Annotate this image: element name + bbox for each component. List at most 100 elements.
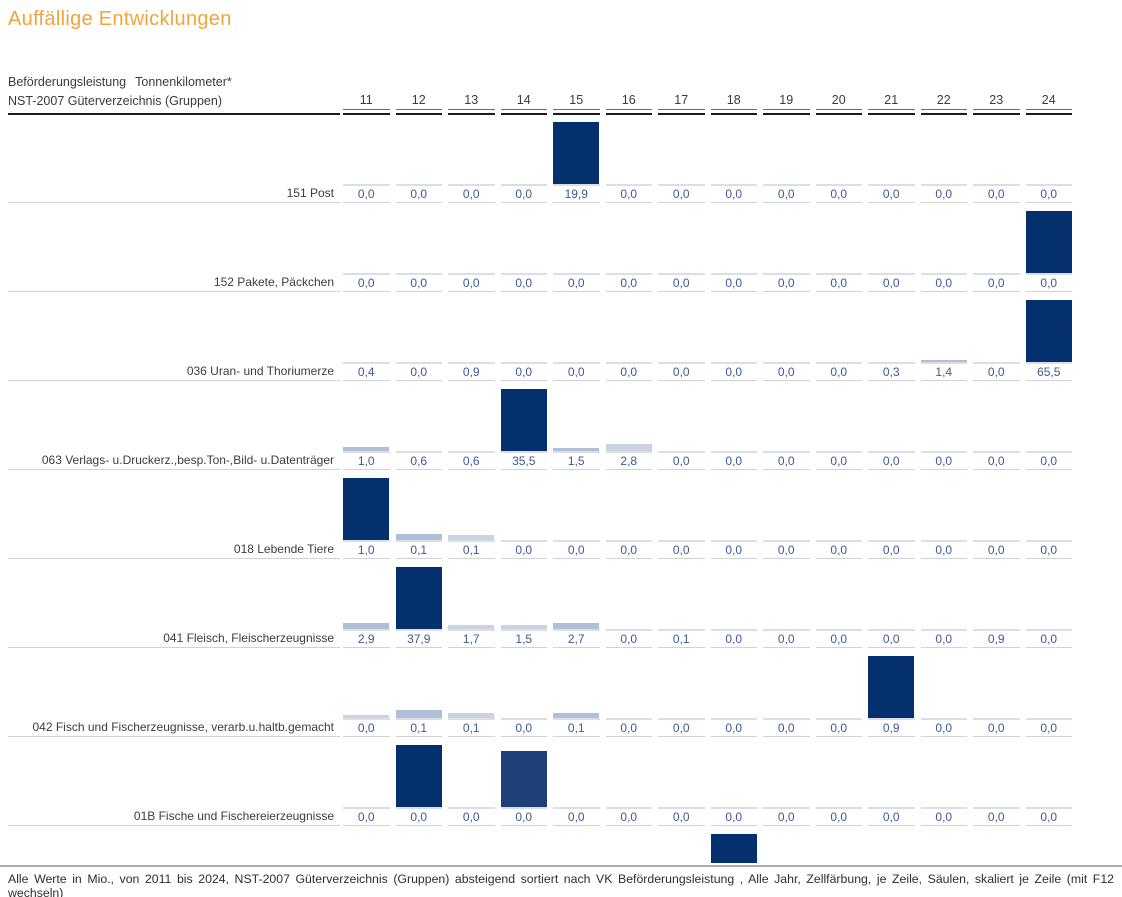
value-cell[interactable]: 0,4 — [340, 362, 393, 381]
value-cell[interactable]: 0,9 — [970, 629, 1023, 648]
value-cell[interactable]: 0,0 — [760, 184, 813, 203]
value-cell[interactable]: 0,0 — [918, 451, 971, 470]
value-cell[interactable]: 0,0 — [1023, 184, 1076, 203]
value-cell[interactable]: 0,1 — [550, 718, 603, 737]
value-cell[interactable]: 0,0 — [1023, 273, 1076, 292]
value-cell[interactable]: 0,0 — [603, 362, 656, 381]
year-column-header[interactable]: 16 — [603, 93, 656, 110]
value-cell[interactable]: 0,0 — [865, 540, 918, 559]
value-cell[interactable]: 0,0 — [603, 807, 656, 826]
value-cell[interactable]: 2,9 — [340, 629, 393, 648]
value-cell[interactable]: 0,0 — [603, 184, 656, 203]
value-cell[interactable]: 0,0 — [603, 540, 656, 559]
row-label[interactable]: 151 Post — [8, 184, 340, 203]
value-cell[interactable]: 1,7 — [445, 629, 498, 648]
year-column-header[interactable]: 19 — [760, 93, 813, 110]
value-cell[interactable]: 0,0 — [498, 540, 551, 559]
value-cell[interactable]: 0,0 — [498, 718, 551, 737]
value-cell[interactable]: 0,0 — [813, 273, 866, 292]
value-cell[interactable]: 0,0 — [550, 362, 603, 381]
value-cell[interactable]: 0,1 — [445, 718, 498, 737]
value-cell[interactable]: 0,0 — [550, 807, 603, 826]
value-cell[interactable]: 0,0 — [708, 273, 761, 292]
value-cell[interactable]: 0,1 — [393, 718, 446, 737]
value-cell[interactable]: 0,0 — [603, 629, 656, 648]
value-cell[interactable]: 0,0 — [603, 273, 656, 292]
value-cell[interactable]: 0,0 — [813, 362, 866, 381]
value-cell[interactable]: 0,0 — [865, 451, 918, 470]
value-cell[interactable]: 0,0 — [918, 540, 971, 559]
value-cell[interactable]: 0,0 — [498, 362, 551, 381]
value-cell[interactable]: 1,5 — [550, 451, 603, 470]
value-cell[interactable]: 0,6 — [445, 451, 498, 470]
value-cell[interactable]: 0,0 — [498, 184, 551, 203]
year-column-header[interactable]: 23 — [970, 93, 1023, 110]
value-cell[interactable]: 0,0 — [813, 718, 866, 737]
value-cell[interactable]: 0,0 — [340, 807, 393, 826]
value-cell[interactable]: 0,9 — [865, 718, 918, 737]
year-column-header[interactable]: 22 — [918, 93, 971, 110]
value-cell[interactable]: 0,0 — [393, 184, 446, 203]
year-column-header[interactable]: 24 — [1023, 93, 1076, 110]
year-column-header[interactable]: 15 — [550, 93, 603, 110]
value-cell[interactable]: 0,0 — [655, 718, 708, 737]
value-cell[interactable]: 0,0 — [445, 184, 498, 203]
value-cell[interactable]: 0,3 — [865, 362, 918, 381]
value-cell[interactable]: 0,0 — [918, 718, 971, 737]
value-cell[interactable]: 0,0 — [760, 629, 813, 648]
value-cell[interactable]: 0,0 — [970, 273, 1023, 292]
value-cell[interactable]: 35,5 — [498, 451, 551, 470]
row-label[interactable]: 063 Verlags- u.Druckerz.,besp.Ton-,Bild-… — [8, 451, 340, 470]
value-cell[interactable]: 0,0 — [708, 718, 761, 737]
value-cell[interactable]: 1,4 — [918, 362, 971, 381]
value-cell[interactable]: 0,0 — [970, 807, 1023, 826]
value-cell[interactable]: 2,8 — [603, 451, 656, 470]
value-cell[interactable]: 0,0 — [1023, 718, 1076, 737]
value-cell[interactable]: 0,0 — [340, 718, 393, 737]
year-column-header[interactable]: 21 — [865, 93, 918, 110]
row-label[interactable]: 041 Fleisch, Fleischerzeugnisse — [8, 629, 340, 648]
year-column-header[interactable]: 11 — [340, 93, 393, 110]
dimension-header[interactable]: NST-2007 Güterverzeichnis (Gruppen) — [8, 94, 222, 108]
value-cell[interactable]: 1,5 — [498, 629, 551, 648]
value-cell[interactable]: 0,0 — [603, 718, 656, 737]
value-cell[interactable]: 0,0 — [708, 807, 761, 826]
year-column-header[interactable]: 12 — [393, 93, 446, 110]
value-cell[interactable]: 0,0 — [813, 807, 866, 826]
value-cell[interactable]: 0,0 — [865, 629, 918, 648]
row-label[interactable]: 01B Fische und Fischereierzeugnisse — [8, 807, 340, 826]
value-cell[interactable]: 0,0 — [970, 184, 1023, 203]
row-label[interactable]: 036 Uran- und Thoriumerze — [8, 362, 340, 381]
value-cell[interactable]: 0,0 — [708, 362, 761, 381]
value-cell[interactable]: 0,1 — [655, 629, 708, 648]
value-cell[interactable]: 0,0 — [970, 540, 1023, 559]
value-cell[interactable]: 37,9 — [393, 629, 446, 648]
value-cell[interactable]: 0,0 — [340, 273, 393, 292]
value-cell[interactable]: 1,0 — [340, 540, 393, 559]
value-cell[interactable]: 0,0 — [918, 273, 971, 292]
value-cell[interactable]: 0,0 — [1023, 540, 1076, 559]
value-cell[interactable]: 0,0 — [550, 540, 603, 559]
value-cell[interactable]: 0,0 — [813, 451, 866, 470]
value-cell[interactable]: 19,9 — [550, 184, 603, 203]
value-cell[interactable]: 0,9 — [445, 362, 498, 381]
value-cell[interactable]: 0,0 — [918, 629, 971, 648]
value-cell[interactable]: 0,0 — [918, 807, 971, 826]
row-label[interactable]: 152 Pakete, Päckchen — [8, 273, 340, 292]
value-cell[interactable]: 1,0 — [340, 451, 393, 470]
value-cell[interactable]: 0,0 — [445, 807, 498, 826]
value-cell[interactable]: 0,0 — [760, 718, 813, 737]
value-cell[interactable]: 0,0 — [813, 540, 866, 559]
value-cell[interactable]: 0,6 — [393, 451, 446, 470]
value-cell[interactable]: 0,0 — [865, 184, 918, 203]
row-label[interactable]: 018 Lebende Tiere — [8, 540, 340, 559]
value-cell[interactable]: 0,0 — [918, 184, 971, 203]
value-cell[interactable]: 0,0 — [970, 718, 1023, 737]
value-cell[interactable]: 0,0 — [1023, 451, 1076, 470]
value-cell[interactable]: 0,0 — [760, 540, 813, 559]
year-column-header[interactable]: 17 — [655, 93, 708, 110]
value-cell[interactable]: 65,5 — [1023, 362, 1076, 381]
year-column-header[interactable]: 18 — [708, 93, 761, 110]
value-cell[interactable]: 0,0 — [865, 807, 918, 826]
value-cell[interactable]: 0,0 — [760, 362, 813, 381]
